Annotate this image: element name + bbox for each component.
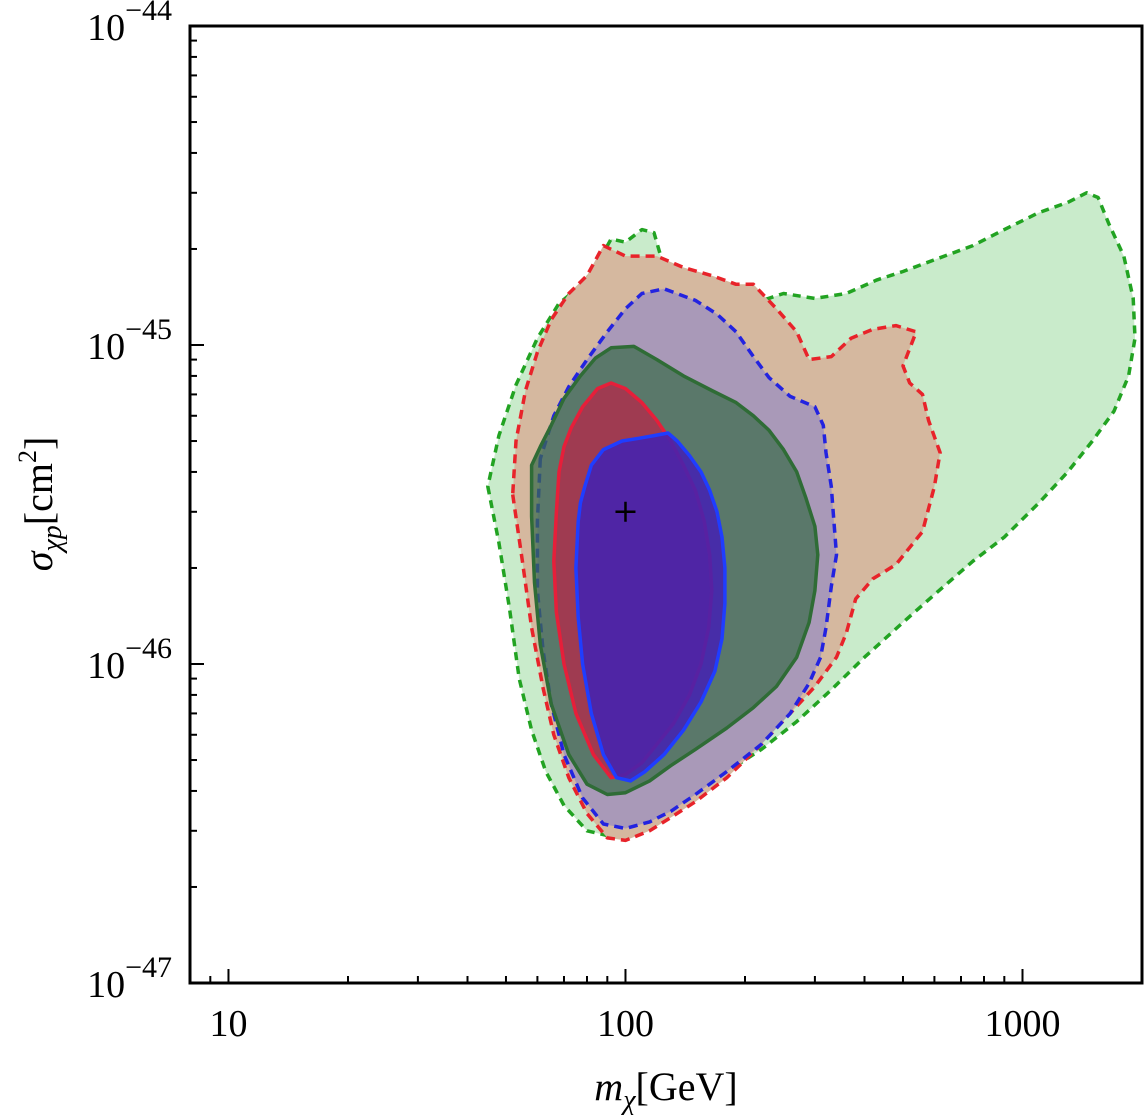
x-tick-label: 100 xyxy=(597,1003,654,1045)
y-axis-label-symbol: σ xyxy=(16,550,61,571)
y-axis-label-sub: χp xyxy=(37,525,68,554)
x-tick-label: 10 xyxy=(209,1003,247,1045)
y-axis-label-unit-sup: 2 xyxy=(13,450,42,463)
y-axis-label: σχp[cm2] xyxy=(13,437,68,572)
x-axis-label-symbol: m xyxy=(594,1064,623,1109)
x-axis-label: mχ[GeV] xyxy=(594,1064,737,1116)
plot-frame xyxy=(188,24,1144,985)
x-tick-label: 1000 xyxy=(984,1003,1060,1045)
x-axis-label-unit: [GeV] xyxy=(636,1064,738,1109)
x-axis-label-sub: χ xyxy=(620,1085,636,1116)
benchmark-point-marker xyxy=(615,501,636,522)
y-axis-label-unit-post: ] xyxy=(16,437,61,450)
y-tick-label: 10−47 xyxy=(87,951,172,1006)
y-tick-label: 10−45 xyxy=(87,313,172,368)
blue-solid-region xyxy=(574,431,727,783)
y-tick-label: 10−44 xyxy=(87,0,172,49)
y-axis-label-unit-pre: [cm xyxy=(16,463,61,525)
y-tick-label: 10−46 xyxy=(87,632,172,687)
